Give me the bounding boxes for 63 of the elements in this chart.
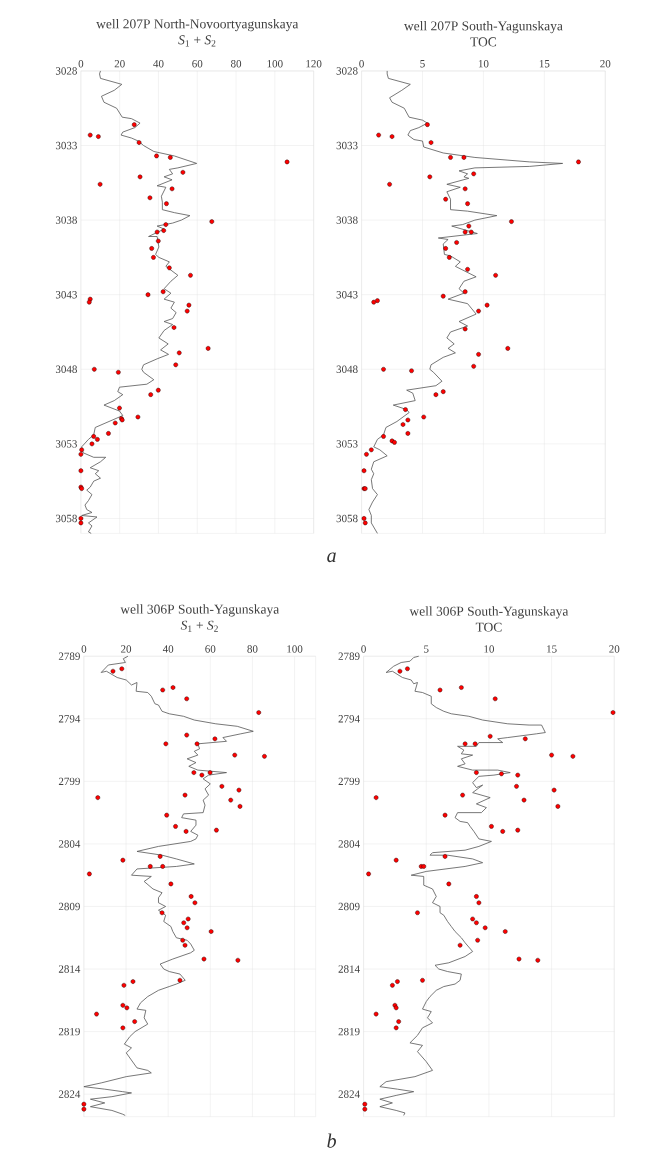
y-tick-label: 3053 — [336, 440, 358, 448]
x-tick-label: 0 — [359, 59, 364, 68]
y-tick-label: 3033 — [336, 141, 358, 150]
x-tick-label: 60 — [192, 59, 203, 68]
y-tick-label: 3058 — [336, 514, 358, 523]
x-tick-label: 20 — [114, 59, 125, 68]
y-tick-label: 2824 — [58, 1090, 81, 1098]
y-tick-label: 3028 — [336, 67, 358, 75]
x-tick-label: 10 — [478, 59, 489, 68]
x-tick-label: 80 — [247, 645, 258, 653]
y-tick-label: 3048 — [55, 365, 77, 373]
chart-subtitle: TOC — [475, 622, 502, 632]
y-tick-label: 3038 — [336, 216, 358, 224]
x-tick-label: 0 — [78, 59, 84, 68]
y-tick-label: 2804 — [58, 840, 81, 848]
y-tick-label: 2819 — [58, 1027, 80, 1036]
y-tick-label: 2809 — [58, 902, 80, 911]
y-tick-label: 2814 — [338, 965, 360, 973]
y-tick-label: 3053 — [55, 440, 77, 448]
x-tick-label: 120 — [306, 59, 322, 68]
x-tick-label: 80 — [230, 59, 242, 68]
x-tick-label: 0 — [81, 645, 87, 653]
x-tick-label: 60 — [205, 645, 216, 653]
x-tick-label: 20 — [609, 645, 620, 653]
y-tick-label: 3038 — [55, 216, 77, 224]
text: b — [327, 1133, 336, 1148]
y-tick-label: 2789 — [58, 652, 80, 660]
x-tick-label: 15 — [539, 60, 550, 68]
chart-title: well 207P North-Novoortyagunskaya — [96, 18, 299, 32]
y-tick-label: 3048 — [336, 365, 358, 373]
text: a — [327, 552, 336, 563]
x-tick-label: 100 — [287, 645, 303, 653]
chart-title: well 207P South-Yagunskaya — [403, 20, 563, 34]
y-tick-label: 3033 — [55, 141, 77, 150]
y-tick-label: 3028 — [55, 67, 77, 75]
x-tick-label: 20 — [600, 59, 611, 68]
y-tick-label: 2794 — [338, 715, 360, 723]
x-tick-label: 15 — [546, 645, 557, 653]
y-tick-label: 2799 — [58, 777, 80, 786]
y-tick-label: 3043 — [55, 290, 77, 299]
chart-subtitle: S$_{1}$ + S$_{2}$ — [180, 620, 218, 632]
x-tick-label: 40 — [162, 645, 174, 653]
y-tick-label: 2804 — [338, 840, 360, 848]
y-tick-label: 3058 — [55, 514, 77, 523]
x-tick-label: 100 — [267, 59, 283, 68]
y-tick-label: 2824 — [338, 1090, 360, 1098]
x-tick-label: 0 — [361, 645, 366, 653]
y-tick-label: 2789 — [338, 652, 360, 660]
chart-subtitle: TOC — [470, 37, 496, 47]
x-tick-label: 5 — [420, 60, 425, 68]
y-tick-label: 2799 — [338, 777, 360, 786]
chart-title: well 306P South-Yagunskaya — [120, 604, 279, 617]
y-tick-label: 2809 — [338, 902, 360, 911]
y-tick-label: 3043 — [336, 290, 358, 299]
x-tick-label: 5 — [424, 645, 429, 653]
chart-subtitle: S$_{1}$ + S$_{2}$ — [178, 35, 216, 47]
chart-title: well 306P South-Yagunskaya — [409, 606, 569, 619]
x-tick-label: 10 — [484, 645, 494, 653]
x-tick-label: 20 — [120, 645, 131, 653]
y-tick-label: 2814 — [58, 965, 81, 973]
x-tick-label: 40 — [153, 59, 164, 68]
y-tick-label: 2819 — [338, 1027, 360, 1036]
y-tick-label: 2794 — [58, 715, 81, 723]
